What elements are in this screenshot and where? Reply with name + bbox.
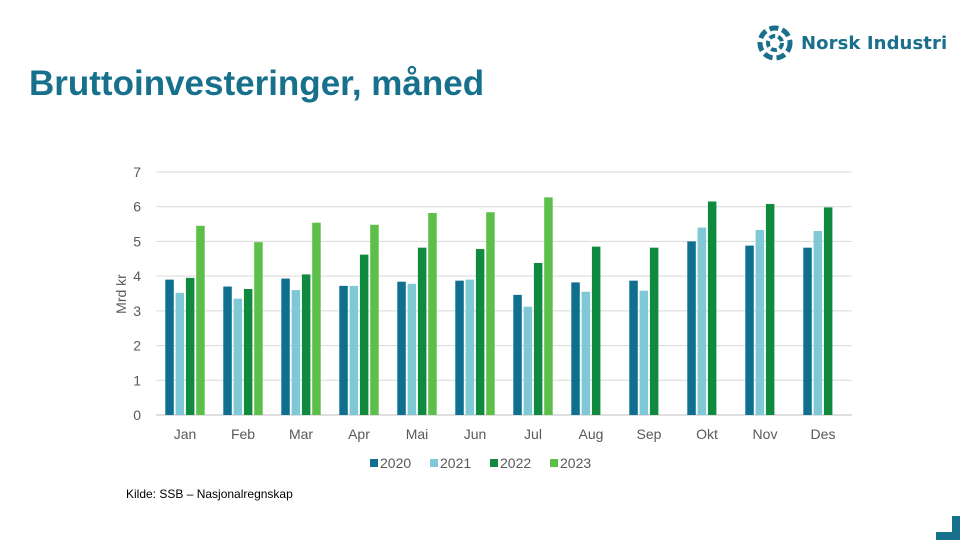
x-tick-label: Mar bbox=[289, 426, 313, 442]
legend-swatch bbox=[370, 459, 378, 467]
bar-2023 bbox=[370, 224, 379, 415]
bar-2021 bbox=[697, 227, 707, 415]
bar-2020 bbox=[687, 241, 696, 415]
x-tick-label: Okt bbox=[696, 426, 718, 442]
bar-2021 bbox=[523, 306, 533, 415]
logo-mark-icon bbox=[757, 25, 793, 61]
bar-2021 bbox=[581, 291, 591, 415]
bar-2023 bbox=[428, 212, 437, 415]
bar-2022 bbox=[475, 249, 485, 415]
source-note: Kilde: SSB – Nasjonalregnskap bbox=[126, 487, 293, 501]
bar-2020 bbox=[571, 282, 580, 415]
y-tick-label: 4 bbox=[133, 268, 141, 284]
x-tick-label: Sep bbox=[637, 426, 662, 442]
bar-2021 bbox=[175, 292, 185, 415]
bar-2022 bbox=[533, 262, 543, 415]
y-tick-label: 7 bbox=[133, 164, 141, 180]
y-tick-label: 0 bbox=[133, 407, 141, 423]
bar-2022 bbox=[649, 247, 659, 415]
x-tick-label: Jun bbox=[464, 426, 487, 442]
bar-2022 bbox=[765, 203, 775, 415]
bar-2021 bbox=[813, 231, 823, 415]
bar-2023 bbox=[196, 225, 205, 415]
x-tick-label: Feb bbox=[231, 426, 255, 442]
bar-2020 bbox=[803, 247, 812, 415]
bar-2021 bbox=[465, 279, 475, 415]
bar-2020 bbox=[513, 294, 522, 415]
bar-2021 bbox=[349, 285, 359, 415]
x-tick-label: Aug bbox=[579, 426, 604, 442]
y-tick-label: 5 bbox=[133, 233, 141, 249]
slide-title: Bruttoinvesteringer, måned bbox=[29, 64, 485, 103]
bar-2021 bbox=[233, 298, 243, 415]
legend-label: 2021 bbox=[440, 455, 471, 471]
x-tick-label: Apr bbox=[348, 426, 370, 442]
bar-2023 bbox=[486, 212, 495, 415]
x-tick-label: Jan bbox=[174, 426, 197, 442]
y-axis-label: Mrd kr bbox=[113, 274, 129, 314]
y-tick-label: 1 bbox=[133, 372, 141, 388]
bar-2021 bbox=[407, 283, 417, 415]
bar-2020 bbox=[165, 279, 174, 415]
bar-2023 bbox=[544, 197, 553, 415]
x-tick-label: Des bbox=[811, 426, 836, 442]
bar-2023 bbox=[312, 222, 321, 415]
legend-label: 2023 bbox=[560, 455, 591, 471]
bar-2020 bbox=[281, 278, 290, 415]
legend-swatch bbox=[550, 459, 558, 467]
bar-2022 bbox=[417, 247, 427, 415]
bar-2021 bbox=[291, 290, 301, 415]
x-tick-label: Nov bbox=[753, 426, 778, 442]
bar-2021 bbox=[755, 229, 765, 415]
legend-swatch bbox=[490, 459, 498, 467]
norsk-industri-logo: Norsk Industri bbox=[756, 24, 947, 62]
bar-2022 bbox=[823, 207, 833, 415]
y-tick-label: 6 bbox=[133, 199, 141, 215]
x-tick-label: Mai bbox=[406, 426, 429, 442]
y-tick-label: 3 bbox=[133, 303, 141, 319]
bar-2021 bbox=[639, 290, 649, 415]
bar-2022 bbox=[359, 254, 369, 415]
bar-2023 bbox=[254, 242, 263, 415]
bar-2022 bbox=[301, 274, 311, 415]
bar-2022 bbox=[591, 246, 601, 415]
corner-mark-icon bbox=[936, 516, 960, 540]
bar-2022 bbox=[707, 201, 717, 415]
legend-label: 2020 bbox=[380, 455, 411, 471]
legend-label: 2022 bbox=[500, 455, 531, 471]
bar-2020 bbox=[455, 280, 464, 415]
bar-2020 bbox=[397, 281, 406, 415]
bar-2022 bbox=[243, 288, 253, 415]
bar-2020 bbox=[745, 245, 754, 415]
legend-swatch bbox=[430, 459, 438, 467]
y-tick-label: 2 bbox=[133, 338, 141, 354]
bar-2020 bbox=[223, 286, 232, 415]
bar-2022 bbox=[185, 277, 195, 415]
bar-2020 bbox=[629, 280, 638, 415]
bar-2020 bbox=[339, 285, 348, 415]
logo-text: Norsk Industri bbox=[801, 32, 948, 54]
x-tick-label: Jul bbox=[524, 426, 542, 442]
